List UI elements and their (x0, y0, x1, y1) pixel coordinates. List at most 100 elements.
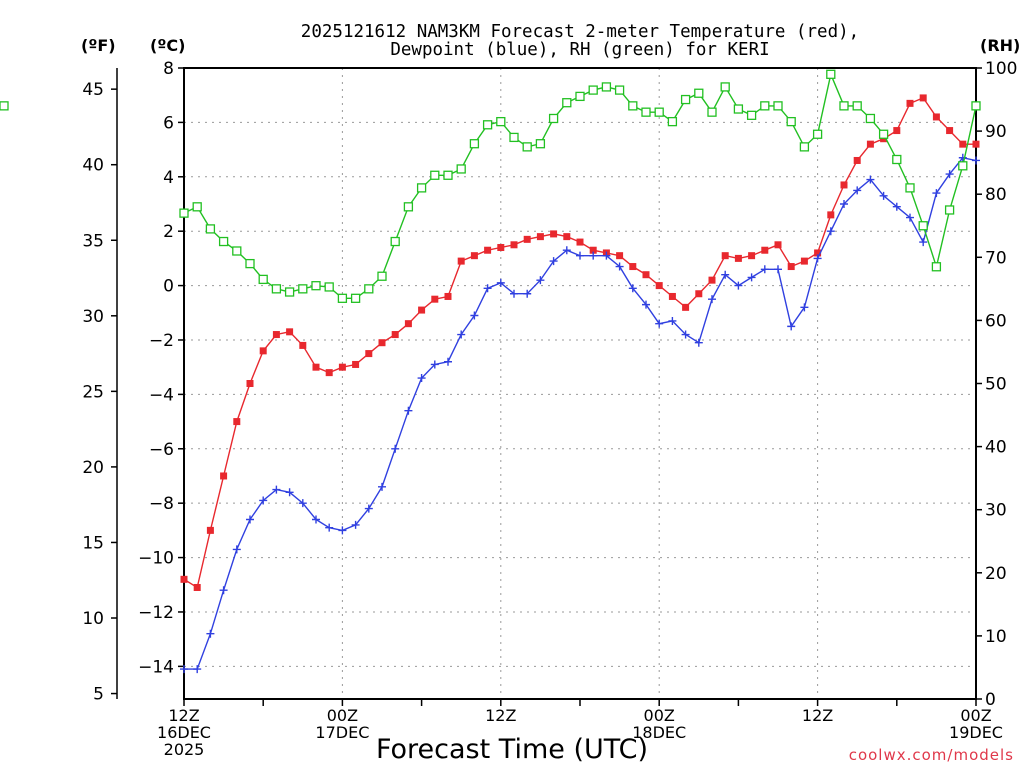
dewpoint-point (760, 265, 769, 274)
temperature-point (668, 292, 676, 300)
dewpoint-point (523, 289, 532, 298)
dewpoint-point (470, 311, 479, 320)
rh-point (245, 258, 255, 269)
rh-tick-label: 80 (985, 185, 1007, 205)
temperature-point (457, 257, 465, 265)
fahrenheit-tick-label: 10 (82, 609, 104, 629)
temperature-point (325, 369, 333, 377)
rh-point (311, 281, 321, 291)
rh-point (694, 88, 704, 98)
rh-point (786, 116, 796, 127)
dewpoint-point (496, 278, 505, 287)
dewpoint-point (721, 270, 730, 279)
dewpoint-point (536, 276, 545, 285)
rh-point (905, 183, 915, 193)
dewpoint-point (312, 515, 320, 524)
temperature-point (378, 339, 386, 347)
celsius-tick-label: −12 (138, 603, 174, 623)
temperature-point (523, 235, 531, 243)
dewpoint-point (681, 330, 690, 339)
rh-point (416, 183, 427, 193)
temperature-point (246, 380, 254, 387)
time-tick-label: 17DEC (315, 723, 369, 742)
temperature-point (312, 363, 320, 371)
temperature-point (418, 306, 426, 314)
dewpoint-point (866, 175, 875, 184)
temperature-point (299, 341, 307, 349)
rh-point (667, 116, 678, 127)
rh-point (364, 284, 374, 294)
temperature-point (589, 246, 597, 254)
rh-point (443, 170, 453, 180)
dewpoint-point (193, 665, 202, 674)
celsius-tick-label: −2 (149, 331, 174, 351)
fahrenheit-tick-label: 15 (82, 533, 104, 553)
rh-tick-label: 20 (985, 564, 1007, 584)
series-temperature (180, 94, 980, 591)
dewpoint-point (879, 191, 888, 200)
dewpoint-point (510, 289, 518, 298)
dewpoint-point (972, 156, 980, 165)
dewpoint-point (298, 499, 307, 508)
dewpoint-point (906, 213, 914, 222)
rh-point (0, 101, 9, 111)
fahrenheit-tick-label: 35 (82, 231, 104, 251)
time-tick-label: 12Z (168, 706, 199, 725)
dewpoint-point (919, 238, 928, 247)
dewpoint-point (259, 496, 268, 505)
dewpoint-point (668, 316, 677, 325)
rh-point (284, 287, 295, 297)
time-tick-label: 12Z (485, 706, 516, 725)
temperature-point (787, 263, 795, 271)
dewpoint-point (285, 488, 294, 497)
celsius-tick-label: −14 (138, 657, 174, 677)
temperature-point (972, 140, 980, 148)
rh-tick-label: 90 (985, 122, 1007, 142)
fahrenheit-tick-label: 5 (93, 685, 104, 705)
dewpoint-point (444, 357, 452, 366)
rh-tick-label: 30 (985, 501, 1007, 521)
dewpoint-point (747, 273, 756, 282)
rh-point (179, 208, 189, 218)
dewpoint-point (246, 515, 254, 524)
rh-point (509, 132, 519, 143)
rh-point (456, 164, 466, 174)
celsius-tick-label: −4 (149, 385, 174, 405)
rh-point (575, 91, 585, 102)
rh-point (205, 224, 216, 234)
dewpoint-point (576, 251, 584, 260)
rh-tick-label: 40 (985, 438, 1007, 458)
temperature-point (682, 303, 690, 311)
time-tick-label: 2025 (164, 740, 205, 759)
temperature-point (497, 244, 505, 252)
temperature-point (220, 472, 228, 480)
rh-point (746, 110, 757, 120)
dewpoint-point (813, 254, 822, 263)
dewpoint-point (549, 257, 558, 266)
temperature-point (734, 254, 742, 262)
rh-point (496, 116, 506, 127)
temperature-point (272, 331, 280, 339)
dewpoint-point (219, 586, 228, 595)
temperature-point (286, 328, 294, 336)
chart-title-line-1: 2025121612 NAM3KM Forecast 2-meter Tempe… (301, 22, 859, 42)
rh-point (522, 142, 532, 152)
dewpoint-point (364, 504, 373, 513)
rh-point (535, 139, 546, 149)
rh-tick-label: 10 (985, 627, 1007, 647)
dewpoint-point (615, 262, 624, 271)
temperature-point (774, 241, 782, 249)
dewpoint-point (391, 444, 400, 453)
rh-point (271, 284, 282, 294)
fahrenheit-tick-label: 20 (82, 458, 104, 478)
temperature-point (906, 99, 914, 107)
dewpoint-point (840, 199, 848, 208)
dewpoint-point (945, 170, 954, 179)
rh-point (614, 85, 625, 95)
temperature-point (576, 238, 584, 246)
rh-point (892, 154, 902, 165)
rh-point (390, 236, 400, 247)
temperature-point (814, 249, 822, 257)
rh-point (258, 274, 268, 285)
fahrenheit-tick-label: 40 (82, 156, 104, 176)
